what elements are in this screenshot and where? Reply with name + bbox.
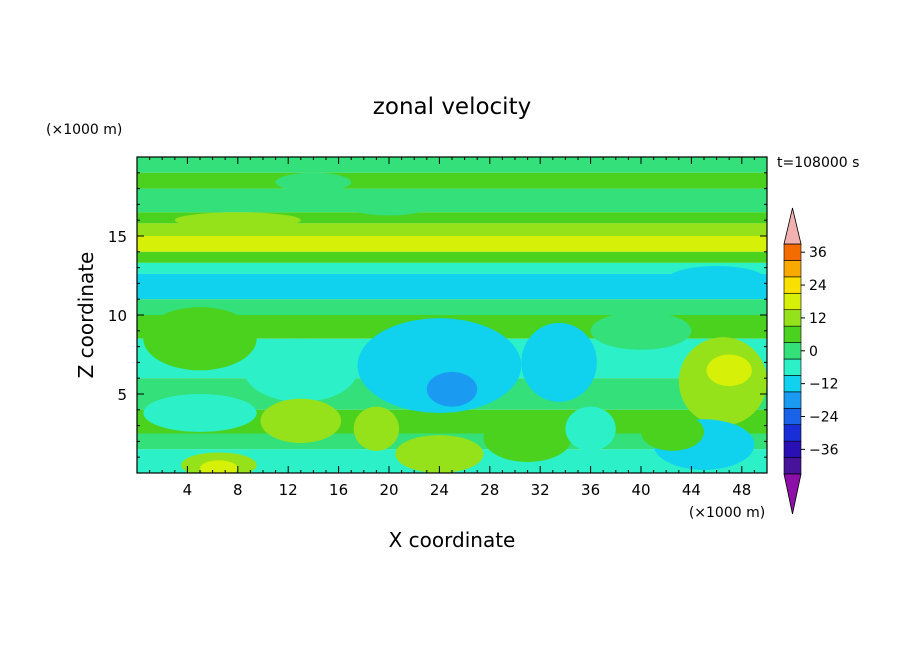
contour-region-18: [174, 212, 301, 229]
contour-region-14: [483, 414, 572, 462]
y-tick-label: 15: [108, 228, 127, 246]
colorbar-tick-label: −12: [809, 377, 839, 393]
colorbar-tick-label: 12: [809, 311, 827, 327]
contour-region-6: [706, 354, 752, 387]
x-tick-label: 8: [233, 481, 243, 499]
y-tick-label: 10: [108, 307, 127, 325]
colorbar-min-cap: [783, 473, 802, 515]
colorbar-bin: [783, 260, 802, 278]
contour-band-9: [137, 299, 767, 315]
contour-region-16: [143, 394, 257, 432]
colorbar-bin: [783, 375, 802, 393]
colorbar-bin: [783, 243, 802, 261]
x-axis: 4 8 12 16 20 24 28 32 36 40 44 48: [149, 157, 755, 499]
colorbar-bin: [783, 457, 802, 475]
time-label: t=108000 s: [777, 155, 859, 171]
contour-region-21: [351, 199, 427, 216]
contour-region-9: [395, 435, 484, 473]
colorbar: 36 24 12 0 −12 −24 −36: [783, 207, 839, 515]
x-tick-label: 24: [430, 481, 449, 499]
colorbar-bin: [783, 391, 802, 409]
colorbar-bin: [783, 407, 802, 426]
x-tick-label: 36: [581, 481, 600, 499]
colorbar-bin: [783, 276, 802, 294]
y-axis: 5 10 15: [108, 172, 767, 458]
contour-band-1: [137, 172, 767, 189]
colorbar-tick-label: 0: [809, 344, 818, 360]
contour-region-15: [565, 406, 616, 451]
contour-band-6: [137, 251, 767, 263]
contour-band-4: [137, 223, 767, 236]
x-tick-label: 40: [631, 481, 650, 499]
colorbar-bin: [783, 358, 802, 376]
x-tick-label: 16: [329, 481, 348, 499]
x-tick-label: 32: [531, 481, 550, 499]
contour-band-0: [137, 157, 767, 173]
colorbar-tick-label: −24: [809, 410, 839, 426]
contour-region-2: [521, 322, 597, 402]
colorbar-bin: [783, 440, 802, 458]
contour-field: [137, 157, 767, 473]
x-tick-label: 20: [379, 481, 398, 499]
colorbar-bin: [783, 309, 802, 327]
x-unit-label: (×1000 m): [689, 505, 765, 521]
contour-region-1: [426, 371, 478, 407]
colorbar-bin: [783, 342, 802, 360]
colorbar-bin: [783, 325, 802, 343]
contour-region-8: [353, 406, 400, 451]
contour-region-19: [666, 266, 767, 295]
y-axis-label: Z coordinate: [74, 252, 98, 379]
colorbar-tick-label: 24: [809, 278, 827, 294]
contour-region-11: [200, 460, 238, 473]
contour-band-7: [137, 262, 767, 274]
contour-region-13: [641, 412, 704, 451]
contour-region-0: [357, 318, 522, 413]
contour-band-2: [137, 188, 767, 213]
x-tick-label: 48: [732, 481, 751, 499]
contour-region-3: [244, 338, 358, 402]
x-axis-label: X coordinate: [389, 528, 516, 552]
colorbar-tick-label: 36: [809, 245, 827, 261]
contour-band-5: [137, 236, 767, 252]
contour-region-4: [143, 307, 257, 371]
contour-region-20: [590, 311, 692, 350]
y-tick-label: 5: [117, 386, 127, 404]
x-tick-label: 28: [480, 481, 499, 499]
contour-region-7: [260, 398, 342, 443]
x-tick-label: 12: [279, 481, 298, 499]
colorbar-bin: [783, 292, 802, 311]
y-unit-label: (×1000 m): [46, 122, 122, 138]
colorbar-max-cap: [783, 207, 802, 245]
contour-band-8: [137, 273, 767, 300]
x-tick-label: 44: [682, 481, 701, 499]
contour-region-17: [275, 172, 352, 192]
chart-title: zonal velocity: [373, 94, 531, 120]
contour-band-3: [137, 212, 767, 224]
colorbar-bin: [783, 424, 802, 442]
x-tick-label: 4: [183, 481, 193, 499]
colorbar-tick-label: −36: [809, 442, 839, 458]
